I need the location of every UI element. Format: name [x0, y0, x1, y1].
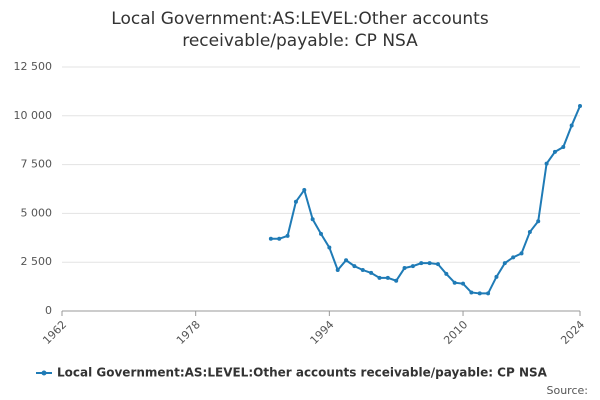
data-point	[578, 104, 582, 109]
data-point	[344, 258, 349, 263]
data-point	[327, 245, 332, 250]
x-tick-label: 1994	[308, 318, 337, 347]
y-tick-label: 12 500	[14, 60, 53, 73]
data-point	[494, 274, 499, 279]
data-point	[277, 236, 282, 241]
data-point	[419, 261, 424, 266]
data-point	[477, 291, 482, 296]
data-line	[270, 105, 581, 295]
data-point	[502, 261, 507, 266]
source: Source:	[547, 384, 589, 397]
y-tick-label: 5 000	[21, 206, 53, 219]
data-point	[569, 123, 574, 128]
data-point	[536, 219, 541, 224]
data-point	[285, 233, 290, 238]
y-tick-label: 10 000	[14, 109, 53, 122]
x-tick-label: 1962	[40, 318, 69, 347]
data-point	[461, 281, 466, 286]
data-point	[360, 268, 365, 273]
data-point	[293, 199, 298, 204]
data-point	[519, 251, 524, 256]
data-point	[369, 270, 374, 275]
data-point	[527, 229, 532, 234]
data-point	[469, 290, 474, 295]
data-point	[402, 266, 407, 271]
data-point	[444, 271, 449, 276]
data-point	[268, 236, 273, 241]
x-tick-label: 2024	[558, 318, 587, 347]
data-point	[352, 264, 357, 269]
y-tick-label: 7 500	[21, 158, 53, 171]
data-point	[552, 149, 557, 154]
y-tick-label: 2 500	[21, 255, 53, 268]
y-tick-label: 0	[45, 304, 52, 317]
data-point	[310, 217, 315, 222]
x-tick-label: 1978	[174, 318, 203, 347]
data-point	[335, 268, 340, 273]
legend-label: Local Government:AS:LEVEL:Other accounts…	[57, 366, 548, 380]
data-point	[486, 291, 491, 296]
data-point	[410, 264, 415, 269]
data-point	[511, 255, 516, 260]
legend-swatch-dot	[41, 370, 47, 376]
data-point	[394, 278, 399, 283]
data-point	[544, 161, 549, 166]
data-point	[302, 187, 307, 192]
x-tick-label: 2010	[441, 318, 470, 347]
data-point	[435, 262, 440, 267]
chart-title: Local Government:AS:LEVEL:Other accounts…	[111, 9, 489, 51]
data-point	[452, 280, 457, 285]
data-point	[319, 231, 323, 236]
data-point	[427, 261, 432, 266]
data-point	[561, 145, 566, 150]
data-point	[385, 275, 390, 280]
data-point	[377, 275, 382, 280]
